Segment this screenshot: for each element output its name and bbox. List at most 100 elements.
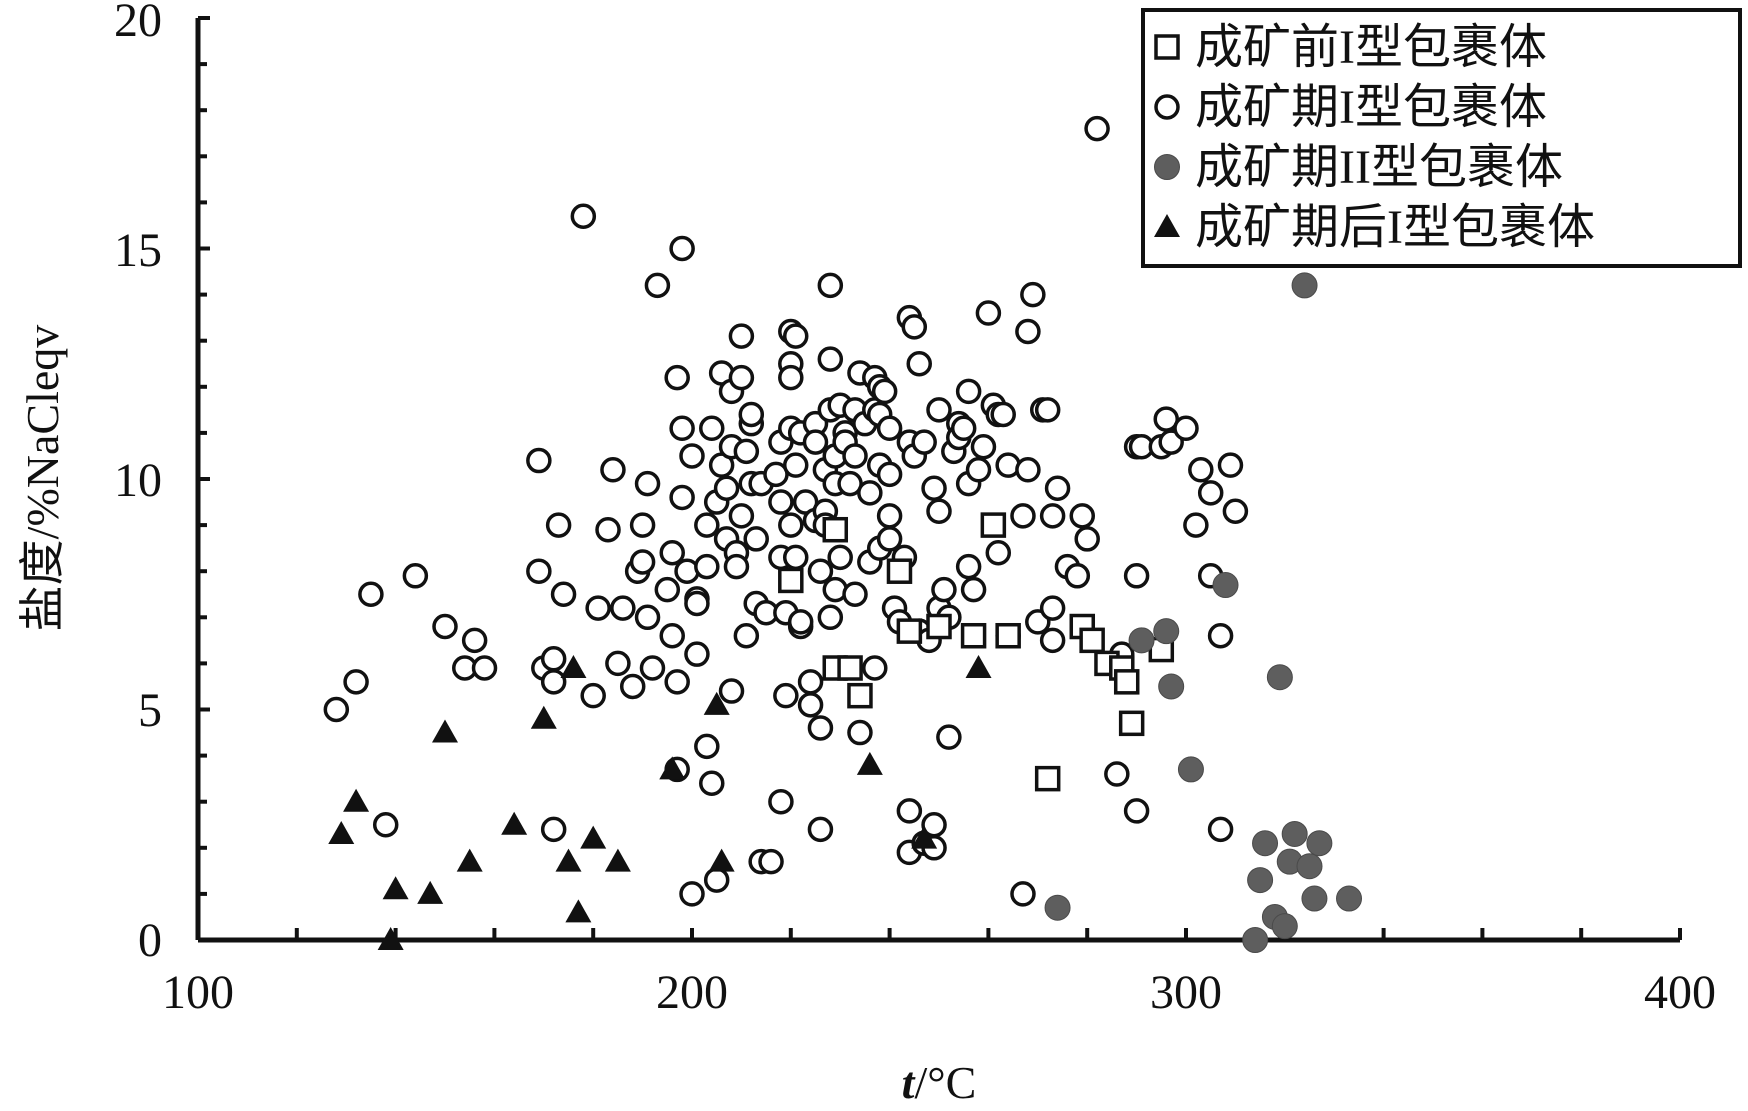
data-point-open-circle [842, 581, 868, 607]
data-point-open-circle [728, 323, 755, 349]
data-point-filled-triangle [417, 880, 444, 904]
data-point-open-circle [540, 669, 567, 695]
data-point-open-circle [1069, 503, 1096, 529]
x-tick-label-300: 300 [1150, 966, 1222, 1019]
data-point-open-circle [526, 447, 552, 474]
data-point-open-circle [787, 609, 814, 635]
x-tick-label-200: 200 [656, 966, 728, 1019]
data-point-filled-triangle [501, 811, 528, 835]
y-axis-label: 盐度/%NaCleqv [17, 325, 68, 632]
data-point-filled-triangle [965, 655, 992, 679]
data-point-open-circle [911, 429, 937, 455]
data-point-open-circle [782, 323, 809, 349]
data-point-filled-circle [1044, 894, 1071, 921]
data-point-open-circle [768, 788, 794, 815]
data-point-open-circle [718, 678, 745, 704]
data-point-filled-triangle [659, 756, 686, 780]
legend-label-ore-type1: 成矿期I型包裹体 [1195, 81, 1547, 134]
y-tick-label-20: 20 [114, 0, 162, 47]
data-point-open-circle [1222, 498, 1249, 525]
data-point-open-circle [694, 553, 720, 580]
x-tick-label-100: 100 [162, 966, 234, 1019]
data-point-open-circle [723, 553, 750, 580]
data-point-open-circle [965, 457, 992, 483]
data-point-open-square [960, 622, 987, 649]
legend-marker-open-circle [1154, 94, 1180, 120]
data-point-open-circle [619, 673, 646, 700]
data-point-filled-circle [1177, 756, 1204, 783]
data-point-open-circle [955, 553, 982, 580]
data-point-filled-circle [1128, 627, 1155, 654]
data-point-open-circle [985, 540, 1012, 566]
data-point-open-circle [461, 627, 488, 654]
data-point-open-circle [782, 452, 809, 478]
data-point-open-circle [802, 429, 829, 455]
data-point-open-circle [669, 415, 695, 442]
data-point-open-circle [595, 516, 621, 543]
data-point-filled-circle [1281, 820, 1308, 847]
data-point-open-circle [634, 604, 661, 631]
y-tick-label-10: 10 [114, 454, 162, 507]
data-point-open-circle [1207, 622, 1234, 649]
data-point-open-circle [797, 692, 824, 718]
data-point-filled-circle [1153, 618, 1180, 645]
data-point-filled-circle [1247, 867, 1274, 894]
legend-label-ore-type2: 成矿期II型包裹体 [1195, 141, 1563, 194]
data-point-open-circle [807, 816, 834, 843]
data-point-open-circle [610, 595, 636, 621]
data-point-open-circle [694, 733, 720, 760]
data-point-filled-triangle [856, 751, 883, 775]
series-filled-circle [1044, 272, 1363, 953]
data-point-open-circle [684, 590, 710, 617]
y-tick-label-0: 0 [138, 914, 162, 967]
series-filled-triangle [328, 655, 992, 950]
data-point-open-circle [570, 203, 597, 229]
data-point-filled-triangle [580, 825, 607, 849]
data-point-open-circle [1015, 318, 1041, 345]
data-point-open-circle [644, 272, 671, 299]
data-point-open-circle [1104, 761, 1130, 787]
data-point-open-square [1034, 765, 1061, 792]
data-point-open-circle [857, 480, 883, 506]
data-point-open-circle [960, 576, 987, 603]
data-point-open-circle [585, 595, 611, 621]
data-point-open-circle [807, 715, 834, 741]
data-point-open-circle [432, 613, 458, 640]
data-point-open-circle [733, 438, 760, 465]
data-point-open-circle [684, 641, 710, 667]
data-point-open-circle [1173, 415, 1199, 442]
data-point-open-circle [1188, 457, 1214, 483]
data-point-open-circle [931, 576, 957, 603]
data-point-open-square [886, 558, 913, 584]
data-point-open-circle [876, 503, 903, 529]
data-point-open-circle [975, 300, 1002, 326]
data-point-open-circle [669, 484, 695, 511]
data-point-open-circle [679, 881, 705, 907]
data-point-open-circle [896, 798, 923, 824]
data-point-open-circle [773, 682, 799, 709]
data-point-filled-circle [1266, 664, 1293, 691]
data-point-open-circle [817, 272, 844, 299]
data-point-open-circle [970, 433, 997, 460]
data-point-filled-triangle [382, 876, 409, 900]
data-point-open-circle [876, 461, 903, 488]
legend-marker-open-square [1154, 34, 1180, 60]
data-point-filled-triangle [560, 655, 587, 679]
data-point-open-circle [703, 867, 730, 893]
data-point-open-circle [402, 563, 429, 589]
data-point-open-circle [807, 558, 834, 584]
data-point-open-circle [1074, 526, 1100, 552]
data-point-filled-circle [1252, 830, 1279, 857]
data-point-filled-circle [1271, 913, 1298, 940]
x-ticks [196, 928, 1682, 940]
data-point-open-circle [545, 512, 572, 538]
data-point-filled-triangle [377, 927, 404, 950]
data-point-open-circle [659, 540, 685, 566]
data-point-filled-triangle [708, 848, 735, 872]
data-point-open-square [1079, 627, 1105, 654]
data-point-open-circle [713, 475, 740, 501]
series-open-square [778, 512, 1175, 792]
data-point-filled-circle [1158, 673, 1185, 700]
data-point-open-circle [629, 549, 656, 575]
series-open-circle [323, 115, 1249, 907]
